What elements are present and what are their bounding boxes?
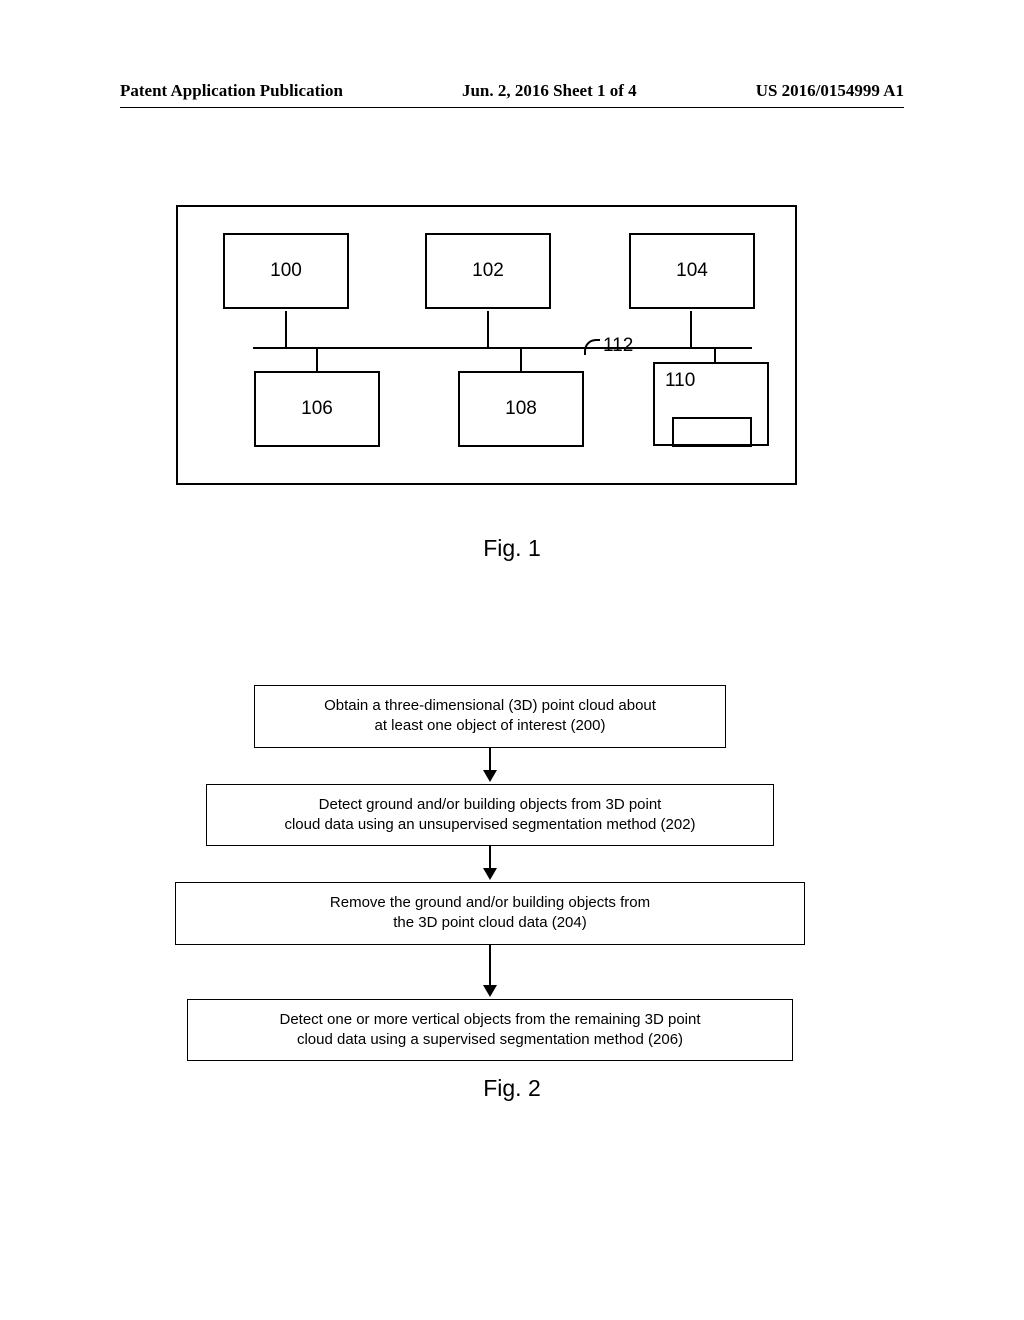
fig1-bus-line [253, 347, 752, 349]
fig2-step-200: Obtain a three-dimensional (3D) point cl… [254, 685, 726, 748]
fig1-caption: Fig. 1 [0, 535, 1024, 562]
fig1-box-110-inner [672, 417, 752, 447]
header-rule [120, 107, 904, 108]
fig1-bus-label-112: 112 [603, 335, 633, 357]
fig1-stem-106 [316, 349, 318, 371]
fig1-callout-hook-112 [584, 339, 600, 355]
header-right: US 2016/0154999 A1 [756, 81, 904, 101]
fig2-arrow-2 [170, 846, 810, 882]
fig1-stem-108 [520, 349, 522, 371]
fig2-step-202: Detect ground and/or building objects fr… [206, 784, 774, 847]
fig1-box-104: 104 [629, 233, 755, 309]
header-center: Jun. 2, 2016 Sheet 1 of 4 [462, 81, 637, 101]
fig1-stem-100 [285, 311, 287, 347]
fig1-stem-110 [714, 349, 716, 362]
fig2-arrow-3 [170, 945, 810, 999]
fig2-step-206: Detect one or more vertical objects from… [187, 999, 793, 1062]
fig2-caption: Fig. 2 [0, 1075, 1024, 1102]
fig1-block-diagram: 100 102 104 106 108 110 112 [176, 205, 797, 485]
fig2-arrow-1 [170, 748, 810, 784]
header-left: Patent Application Publication [120, 81, 343, 101]
fig1-box-108: 108 [458, 371, 584, 447]
fig1-box-102: 102 [425, 233, 551, 309]
fig1-box-106: 106 [254, 371, 380, 447]
fig1-stem-104 [690, 311, 692, 347]
fig1-box-100: 100 [223, 233, 349, 309]
fig1-stem-102 [487, 311, 489, 347]
fig2-step-204: Remove the ground and/or building object… [175, 882, 805, 945]
fig2-flowchart: Obtain a three-dimensional (3D) point cl… [170, 685, 810, 1061]
header-row: Patent Application Publication Jun. 2, 2… [120, 81, 904, 101]
page-header: Patent Application Publication Jun. 2, 2… [0, 81, 1024, 108]
